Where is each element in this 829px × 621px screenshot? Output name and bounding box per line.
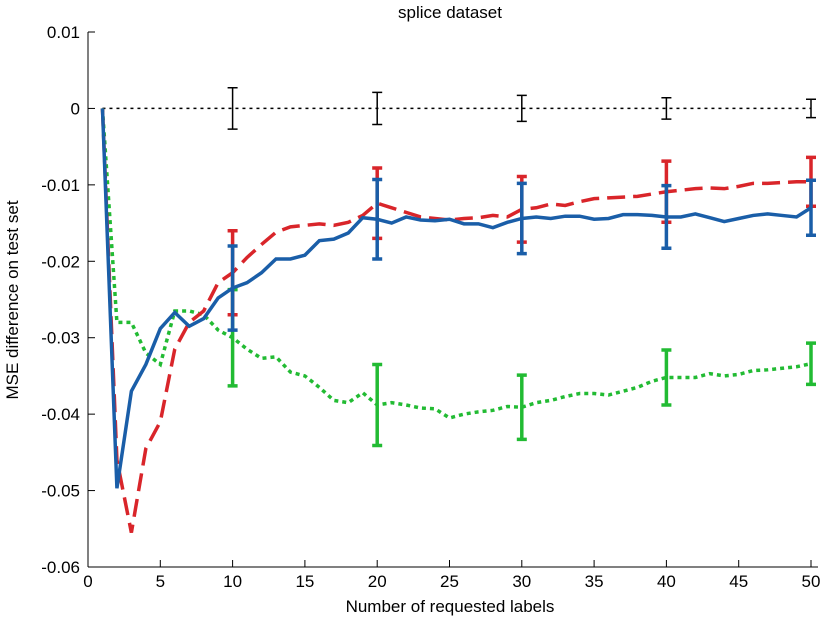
x-tick-label: 15 [295,572,314,591]
y-tick-label: 0 [71,99,80,118]
error-bar [516,373,527,442]
y-tick-label: -0.06 [41,558,80,577]
error-bar [661,96,672,120]
error-bar [372,91,383,126]
x-tick-label: 10 [223,572,242,591]
y-axis-label: MSE difference on test set [3,200,22,399]
x-tick-label: 50 [802,572,821,591]
y-tick-label: 0.01 [47,23,80,42]
error-bar [227,87,238,130]
y-tick-label: -0.02 [41,252,80,271]
x-tick-label: 40 [657,572,676,591]
y-tick-label: -0.04 [41,405,80,424]
x-tick-label: 45 [729,572,748,591]
series-line [100,108,812,420]
error-bar [372,362,383,448]
error-bar [661,183,672,251]
error-bar [806,178,816,238]
error-bar [806,98,816,119]
x-tick-label: 0 [83,572,92,591]
error-bar [516,181,527,256]
series-line [100,108,811,533]
y-tick-label: -0.03 [41,329,80,348]
y-tick-label: -0.05 [41,482,80,501]
error-bar [227,244,238,332]
x-tick-label: 5 [156,572,165,591]
x-axis-label: Number of requested labels [346,597,555,616]
error-bar [661,348,672,407]
series-line [100,108,812,489]
y-tick-label: -0.01 [41,176,80,195]
x-tick-label: 35 [585,572,604,591]
chart-title: splice dataset [398,3,502,22]
error-bar [516,94,527,123]
x-tick-label: 20 [368,572,387,591]
error-bar [372,177,383,261]
error-bar [806,341,816,387]
x-tick-label: 30 [512,572,531,591]
x-tick-label: 25 [440,572,459,591]
